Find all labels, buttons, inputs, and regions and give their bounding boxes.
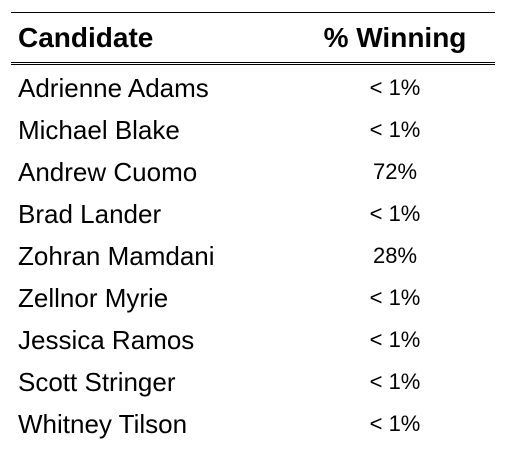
table-row: Brad Lander < 1% bbox=[11, 193, 495, 235]
candidate-name: Andrew Cuomo bbox=[18, 157, 198, 187]
table-row: Jessica Ramos < 1% bbox=[11, 319, 495, 361]
table-row: Whitney Tilson < 1% bbox=[11, 403, 495, 445]
winning-percent: < 1% bbox=[369, 327, 421, 352]
winning-percent: < 1% bbox=[369, 75, 421, 100]
candidate-name: Michael Blake bbox=[18, 115, 180, 145]
candidate-table: Candidate % Winning Adrienne Adams < 1% … bbox=[11, 12, 495, 445]
table-row: Zellnor Myrie < 1% bbox=[11, 277, 495, 319]
winning-percent: 72% bbox=[372, 159, 418, 184]
table-row: Michael Blake < 1% bbox=[11, 109, 495, 151]
header-candidate: Candidate bbox=[18, 21, 154, 53]
winning-percent: < 1% bbox=[369, 201, 421, 226]
winning-percent: < 1% bbox=[369, 369, 421, 394]
candidate-name: Whitney Tilson bbox=[18, 409, 188, 439]
winning-percent: < 1% bbox=[369, 285, 421, 310]
table-body: Adrienne Adams < 1% Michael Blake < 1% A… bbox=[11, 65, 495, 445]
candidate-name: Scott Stringer bbox=[18, 367, 176, 397]
table-row: Scott Stringer < 1% bbox=[11, 361, 495, 403]
table-row: Andrew Cuomo 72% bbox=[11, 151, 495, 193]
table-header-row: Candidate % Winning bbox=[11, 13, 495, 62]
table-top-rule bbox=[11, 12, 495, 13]
candidate-name: Zohran Mamdani bbox=[18, 241, 215, 271]
winning-percent: < 1% bbox=[369, 117, 421, 142]
winning-percent: 28% bbox=[372, 243, 418, 268]
header-winning: % Winning bbox=[323, 21, 467, 53]
candidate-name: Zellnor Myrie bbox=[18, 283, 169, 313]
candidate-name: Adrienne Adams bbox=[18, 73, 209, 103]
candidate-name: Brad Lander bbox=[18, 199, 162, 229]
header-double-rule bbox=[11, 62, 495, 65]
candidate-name: Jessica Ramos bbox=[18, 325, 195, 355]
winning-percent: < 1% bbox=[369, 411, 421, 436]
table-row: Adrienne Adams < 1% bbox=[11, 67, 495, 109]
table-row: Zohran Mamdani 28% bbox=[11, 235, 495, 277]
